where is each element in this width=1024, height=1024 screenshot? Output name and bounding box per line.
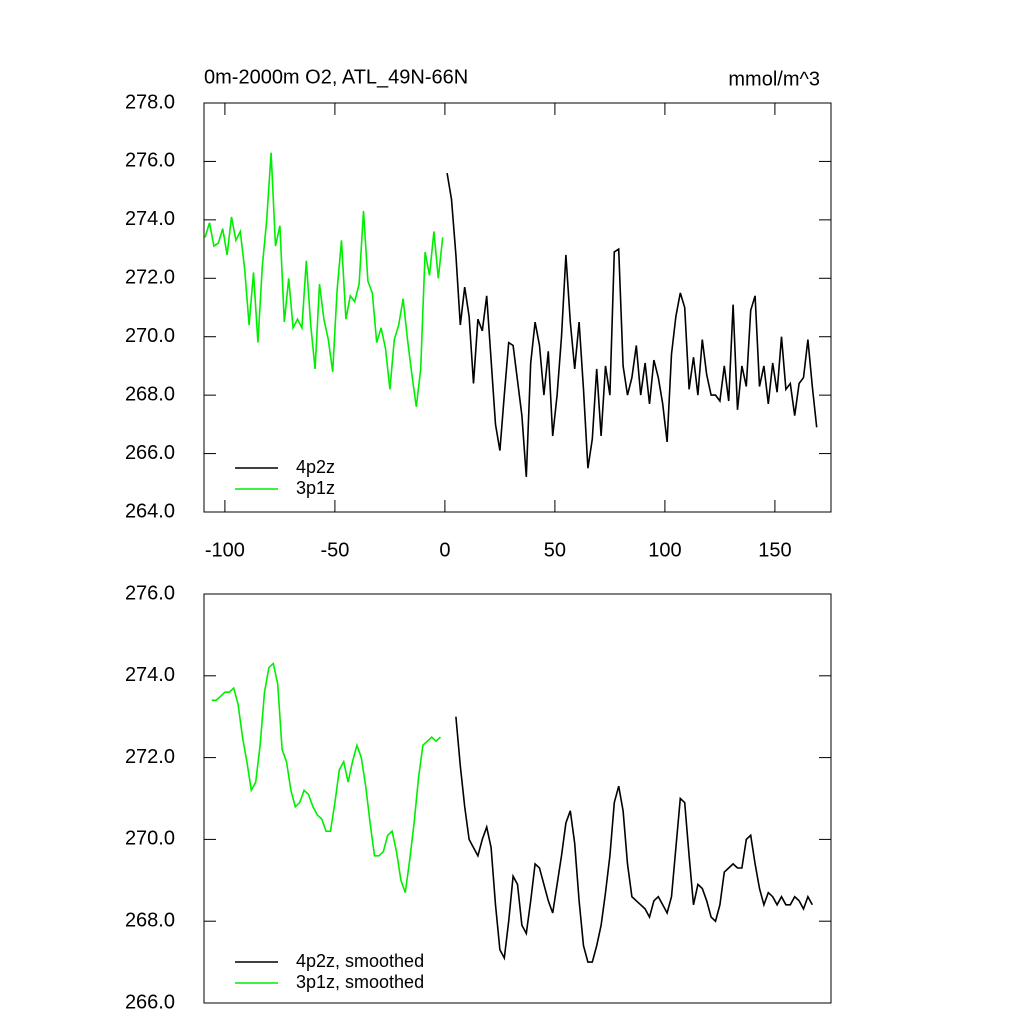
data-line: [204, 152, 444, 407]
legend-label: 3p1z: [296, 478, 335, 498]
x-tick-label: 0: [439, 539, 450, 561]
y-tick-label: 272.0: [125, 267, 175, 289]
y-tick-label: 272.0: [125, 746, 175, 768]
y-tick-label: 264.0: [125, 500, 175, 522]
x-tick-label: 100: [648, 539, 681, 561]
data-line: [211, 661, 442, 893]
legend-label: 4p2z, smoothed: [296, 951, 424, 971]
y-tick-label: 270.0: [125, 325, 175, 347]
y-tick-label: 276.0: [125, 150, 175, 172]
y-tick-label: 274.0: [125, 664, 175, 686]
x-tick-label: 150: [758, 539, 791, 561]
y-tick-label: 266.0: [125, 442, 175, 464]
plot-frame: [203, 593, 832, 1004]
y-tick-label: 274.0: [125, 208, 175, 230]
x-tick-label: -50: [320, 539, 349, 561]
data-line: [446, 172, 818, 477]
y-tick-label: 266.0: [125, 991, 175, 1013]
x-tick-label: -100: [205, 539, 245, 561]
plot-frame: [203, 102, 832, 513]
chart-title: 0m-2000m O2, ATL_49N-66N: [204, 66, 468, 88]
legend-label: 3p1z, smoothed: [296, 972, 424, 992]
y-tick-label: 268.0: [125, 383, 175, 405]
legend-label: 4p2z: [296, 457, 335, 477]
data-line: [455, 716, 814, 963]
y-tick-label: 270.0: [125, 828, 175, 850]
y-tick-label: 268.0: [125, 909, 175, 931]
y-tick-label: 278.0: [125, 91, 175, 113]
y-tick-label: 276.0: [125, 582, 175, 604]
x-tick-label: 50: [544, 539, 566, 561]
units-label: mmol/m^3: [728, 68, 820, 90]
